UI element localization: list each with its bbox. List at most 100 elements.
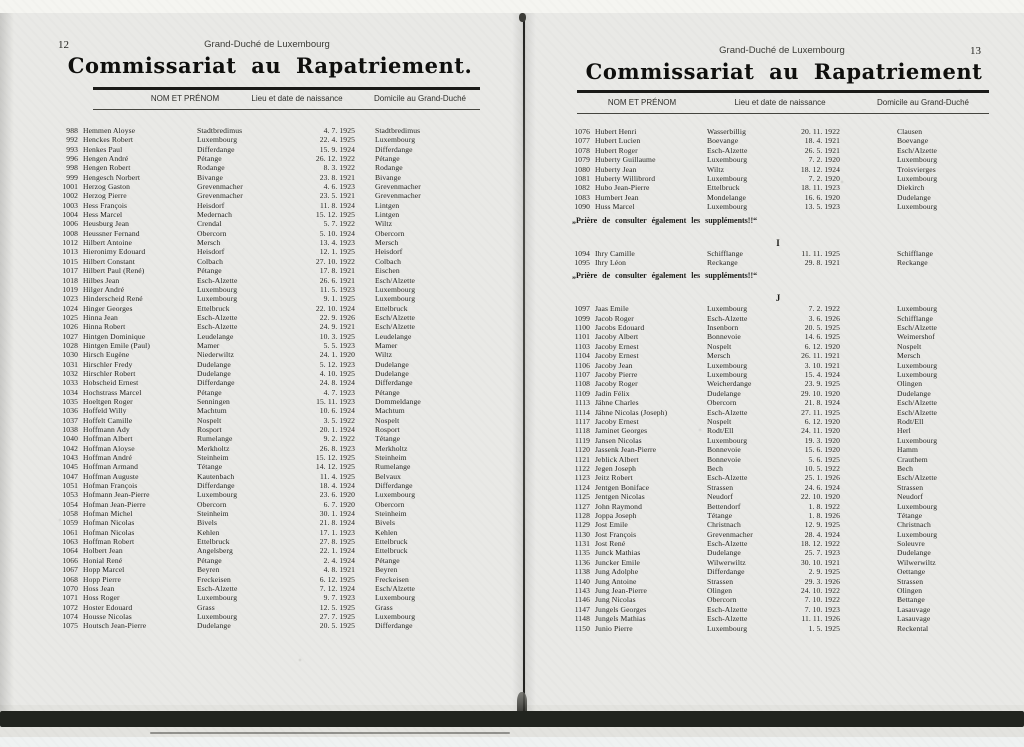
entry-name: Henkes Paul xyxy=(83,144,123,154)
entry-name: Hintgen Dominique xyxy=(83,331,146,341)
entry-domicile: Dudelange xyxy=(897,192,931,202)
entry-name: Jacob Roger xyxy=(595,313,634,323)
entry-birthdate: 23. 8. 1921 xyxy=(319,172,355,182)
table-row: 1013 Hieronimy Edouard Heisdorf 12. 1. 1… xyxy=(10,247,516,256)
entry-birthplace: Freckeisen xyxy=(197,574,231,584)
entry-name: Jentgen Nicolas xyxy=(595,492,645,502)
entry-domicile: Troisvierges xyxy=(897,164,936,174)
entry-birthplace: Senningen xyxy=(197,396,230,406)
entry-name: Hofman Jean-Pierre xyxy=(83,499,146,509)
table-row: 998 Hengen Robert Rodange 8. 3. 1922 Rod… xyxy=(10,163,516,172)
entry-number: 1013 xyxy=(62,247,78,257)
entry-birthplace: Rosport xyxy=(197,425,222,434)
entry-number: 1136 xyxy=(574,557,590,567)
entry-domicile: Bivels xyxy=(375,518,396,528)
table-row: 1108 Jacoby Roger Weicherdange 23. 9. 19… xyxy=(532,379,1024,388)
entry-birthplace: Medernach xyxy=(197,210,233,220)
entry-name: Hengesch Norbert xyxy=(83,172,141,182)
entry-domicile: Hamm xyxy=(897,445,919,455)
entry-domicile: Bech xyxy=(897,463,914,473)
entry-birthdate: 19. 3. 1920 xyxy=(804,435,840,445)
table-row: 1004 Hess Marcel Medernach 15. 12. 1925 … xyxy=(10,210,516,219)
entry-birthplace: Nospelt xyxy=(197,415,222,425)
entry-birthdate: 5. 12. 1923 xyxy=(319,359,355,369)
entry-birthplace: Pétange xyxy=(197,387,222,397)
table-row: 1147 Jungels Georges Esch-Alzette 7. 10.… xyxy=(532,605,1024,614)
entry-name: Huss Marcel xyxy=(595,202,635,212)
entry-domicile: Machtum xyxy=(375,406,405,416)
table-row: 1129 Jost Emile Christnach 12. 9. 1925 C… xyxy=(532,520,1024,529)
entry-domicile: Mersch xyxy=(897,351,921,361)
entry-birthdate: 24. 9. 1921 xyxy=(319,322,355,332)
column-header-name: NOM ET PRÉNOM xyxy=(607,98,677,107)
entry-birthdate: 9. 1. 1925 xyxy=(323,294,355,304)
table-row: 1002 Herzog Pierre Grevenmacher 23. 5. 1… xyxy=(10,191,516,200)
entry-domicile: Herl xyxy=(897,426,911,436)
table-row: 1058 Hofman Michel Steinheim 30. 1. 1924… xyxy=(10,509,516,518)
entry-name: Jassenk Jean-Pierre xyxy=(595,445,657,455)
entry-birthdate: 30. 1. 1924 xyxy=(319,509,355,519)
entry-birthplace: Luxembourg xyxy=(197,490,238,500)
table-row: 1053 Hofmann Jean-Pierre Luxembourg 23. … xyxy=(10,490,516,499)
entry-birthdate: 4. 6. 1923 xyxy=(323,182,355,192)
entry-domicile: Tétange xyxy=(375,434,401,444)
entry-birthdate: 18. 4. 1924 xyxy=(319,481,355,491)
entry-name: Heussner Fernand xyxy=(83,228,140,238)
table-row: 1045 Hoffman Armand Tétange 14. 12. 1925… xyxy=(10,462,516,471)
entry-domicile: Esch/Alzette xyxy=(375,583,415,593)
entry-name: Hubert Henri xyxy=(595,127,637,136)
entry-domicile: Grass xyxy=(375,602,393,612)
table-row: 1107 Jacoby Pierre Luxembourg 15. 4. 192… xyxy=(532,370,1024,379)
entry-birthplace: Dudelange xyxy=(197,621,231,631)
entry-number: 1001 xyxy=(62,182,78,192)
entry-name: Honial René xyxy=(83,555,123,565)
entry-birthplace: Luxembourg xyxy=(707,304,748,314)
table-row: 1117 Jacoby Ernest Nospelt 6. 12. 1920 R… xyxy=(532,417,1024,426)
entry-number: 1012 xyxy=(62,238,78,248)
entry-number: 1042 xyxy=(62,443,78,453)
entry-name: Jansen Nicolas xyxy=(595,435,642,445)
table-row: 1119 Jansen Nicolas Luxembourg 19. 3. 19… xyxy=(532,436,1024,445)
entry-birthplace: Strassen xyxy=(707,482,734,492)
entry-number: 993 xyxy=(66,144,78,154)
entry-birthdate: 13. 5. 1923 xyxy=(804,202,840,212)
entry-name: Hoffman Armand xyxy=(83,462,139,472)
table-row: 1109 Jadin Félix Dudelange 29. 10. 1920 … xyxy=(532,389,1024,398)
entry-name: Hirschler Robert xyxy=(83,368,136,378)
entry-domicile: Tétange xyxy=(897,510,923,520)
entry-domicile: Eischen xyxy=(375,266,400,276)
entry-birthplace: Bonnevoie xyxy=(707,454,741,464)
entry-name: Ihry Camille xyxy=(595,248,635,258)
entry-domicile: Grevenmacher xyxy=(375,182,421,192)
entry-number: 1018 xyxy=(62,275,78,285)
entry-number: 1090 xyxy=(574,202,590,212)
column-header-domicile: Domicile au Grand-Duché xyxy=(876,98,970,107)
entry-birthdate: 25. 7. 1923 xyxy=(804,548,840,558)
page-right: 13 Grand-Duché de Luxembourg Commissaria… xyxy=(532,13,1024,711)
entry-domicile: Ettelbruck xyxy=(375,546,408,556)
entry-domicile: Diekirch xyxy=(897,183,925,193)
table-row: 1033 Hobscheid Ernest Differdange 24. 8.… xyxy=(10,378,516,387)
entry-name: Jacoby Pierre xyxy=(595,370,638,380)
entry-birthplace: Angelsberg xyxy=(197,546,233,556)
entry-name: Jung Adolphe xyxy=(595,567,639,577)
entry-birthdate: 3. 5. 1922 xyxy=(323,415,355,425)
entry-name: Hilbert Paul (René) xyxy=(83,266,145,276)
entry-birthdate: 11. 8. 1924 xyxy=(320,200,355,210)
entry-name: Hemmen Aloyse xyxy=(83,126,136,135)
entry-domicile: Esch/Alzette xyxy=(897,473,937,483)
entry-name: Jacobs Edouard xyxy=(595,323,645,333)
entry-birthdate: 26. 5. 1921 xyxy=(804,145,840,155)
entry-domicile: Strassen xyxy=(897,482,924,492)
entry-name: Joppa Joseph xyxy=(595,510,637,520)
entry-birthplace: Beyren xyxy=(197,565,220,575)
entry-number: 1127 xyxy=(574,501,590,511)
entry-birthplace: Schifflange xyxy=(707,248,743,258)
entry-birthplace: Esch-Alzette xyxy=(707,539,748,549)
entry-domicile: Pétange xyxy=(375,387,400,397)
table-row: 1127 John Raymond Bettendorf 1. 8. 1922 … xyxy=(532,502,1024,511)
entry-birthdate: 8. 3. 1922 xyxy=(323,163,355,173)
table-row: 992 Henckes Robert Luxembourg 22. 4. 192… xyxy=(10,135,516,144)
entry-name: Hinna Robert xyxy=(83,322,126,332)
entry-number: 1128 xyxy=(574,510,590,520)
